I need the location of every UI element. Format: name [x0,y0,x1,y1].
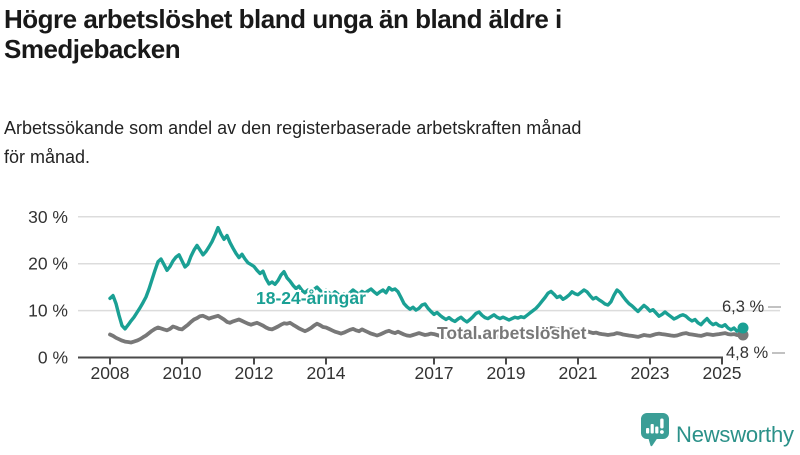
logo-bubble-shape [641,413,669,447]
chart-subtitle-line-2: för månad. [4,146,91,167]
x-axis-tick-label: 2023 [631,363,670,383]
total-unemployment-line [108,313,745,345]
x-axis-tick-label: 2017 [415,363,454,383]
x-axis-tick-label: 2008 [91,363,130,383]
logo-exclamation-dot [660,430,664,434]
y-axis-tick-label: 30 % [28,207,68,227]
brand-name: Newsworthy [676,422,794,447]
total-series-label: Total arbetslöshet [437,323,587,343]
y-axis-tick-label: 0 % [38,348,68,368]
chart-title-line-2: Smedjebacken [4,34,181,65]
chart-subtitle: Arbetssökande som andel av den registerb… [4,114,796,172]
y-axis-tick-label: 20 % [28,254,68,274]
youth-series-label: 18-24-åringar [256,288,366,308]
newsworthy-branding: Newsworthy [640,412,800,450]
chart-subtitle-line-1: Arbetssökande som andel av den registerb… [4,118,582,138]
youth-unemployment-line [108,225,745,333]
unemployment-line-chart: 0 % 10 % 20 % 30 % 2008 2010 2012 2014 2017 2019 2… [28,207,785,383]
y-axis-tick-label: 10 % [28,301,68,321]
chart-title: Högre arbetslöshet bland unga än bland ä… [4,4,796,65]
logo-bar-3 [655,426,659,434]
newsworthy-logo-icon [641,413,669,447]
youth-end-value-label: 6,3 % [722,298,765,316]
x-axis-tick-label: 2025 [703,363,742,383]
logo-exclamation-bar [660,418,664,429]
logo-bar-1 [646,428,650,434]
x-axis-tick-label: 2021 [559,363,598,383]
youth-end-dot [737,322,749,334]
total-end-value-label: 4,8 % [726,344,769,362]
x-axis-tick-label: 2010 [163,363,202,383]
x-axis-tick-label: 2019 [487,363,526,383]
chart-title-line-1: Högre arbetslöshet bland unga än bland ä… [4,4,562,34]
x-axis-tick-label: 2012 [235,363,274,383]
x-axis-tick-label: 2014 [307,363,346,383]
logo-bar-2 [650,424,654,434]
